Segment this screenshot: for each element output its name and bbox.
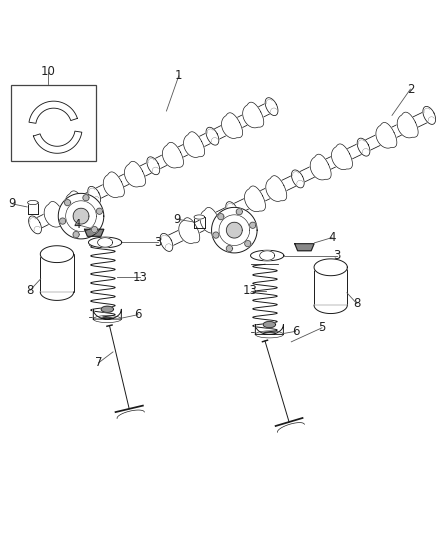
Polygon shape	[357, 138, 370, 156]
Text: 5: 5	[318, 321, 325, 334]
Text: 7: 7	[95, 357, 102, 369]
Polygon shape	[28, 216, 42, 234]
Polygon shape	[92, 227, 98, 233]
Polygon shape	[226, 222, 242, 238]
Polygon shape	[124, 161, 145, 187]
Polygon shape	[88, 237, 122, 248]
Text: 3: 3	[334, 249, 341, 262]
Bar	[11, 85, 96, 161]
Polygon shape	[397, 112, 418, 138]
Polygon shape	[244, 186, 265, 212]
Polygon shape	[292, 170, 304, 188]
Polygon shape	[266, 176, 287, 201]
Polygon shape	[250, 222, 256, 228]
Polygon shape	[83, 195, 89, 201]
Text: 8: 8	[26, 284, 33, 297]
Text: 4: 4	[328, 231, 336, 244]
Text: 6: 6	[134, 308, 142, 321]
Text: 4: 4	[73, 218, 81, 231]
Polygon shape	[236, 209, 242, 215]
Polygon shape	[184, 132, 205, 157]
Text: 9: 9	[8, 197, 16, 211]
Polygon shape	[64, 199, 71, 206]
Polygon shape	[243, 102, 264, 128]
Text: 3: 3	[154, 236, 161, 249]
Polygon shape	[40, 246, 74, 263]
Polygon shape	[85, 229, 104, 236]
Polygon shape	[295, 244, 314, 251]
Polygon shape	[28, 200, 38, 205]
Polygon shape	[206, 127, 219, 145]
Polygon shape	[93, 309, 121, 319]
Polygon shape	[314, 305, 347, 313]
Polygon shape	[58, 193, 104, 239]
Polygon shape	[33, 131, 82, 154]
Text: 10: 10	[41, 65, 56, 78]
Polygon shape	[245, 240, 251, 247]
Polygon shape	[96, 208, 102, 214]
Polygon shape	[265, 98, 278, 116]
Polygon shape	[98, 238, 113, 247]
Polygon shape	[73, 208, 89, 224]
Polygon shape	[65, 191, 86, 216]
Polygon shape	[200, 207, 221, 233]
Polygon shape	[212, 207, 257, 253]
Text: 6: 6	[292, 325, 300, 338]
Polygon shape	[314, 259, 347, 276]
Text: 13: 13	[133, 271, 148, 284]
Polygon shape	[376, 123, 397, 148]
Polygon shape	[147, 157, 160, 175]
Polygon shape	[103, 172, 124, 198]
Polygon shape	[44, 201, 65, 227]
Polygon shape	[251, 251, 284, 261]
Polygon shape	[260, 251, 275, 260]
Polygon shape	[162, 142, 184, 168]
Text: 1: 1	[175, 69, 183, 83]
Polygon shape	[88, 187, 101, 204]
Polygon shape	[310, 154, 331, 180]
Polygon shape	[101, 306, 113, 312]
Polygon shape	[160, 233, 173, 252]
Polygon shape	[218, 214, 224, 220]
Polygon shape	[332, 144, 353, 169]
Text: 8: 8	[353, 297, 360, 310]
Polygon shape	[255, 325, 283, 334]
Polygon shape	[222, 113, 243, 139]
Polygon shape	[423, 107, 436, 124]
Polygon shape	[194, 215, 205, 219]
Text: 13: 13	[243, 284, 258, 297]
Polygon shape	[40, 292, 74, 301]
Text: 9: 9	[173, 213, 181, 225]
Polygon shape	[226, 201, 239, 220]
Polygon shape	[179, 217, 200, 244]
Text: 2: 2	[406, 83, 414, 95]
Polygon shape	[73, 231, 79, 238]
Polygon shape	[213, 232, 219, 238]
Polygon shape	[226, 246, 233, 252]
Polygon shape	[263, 321, 276, 328]
Polygon shape	[60, 218, 66, 224]
Polygon shape	[29, 101, 78, 123]
